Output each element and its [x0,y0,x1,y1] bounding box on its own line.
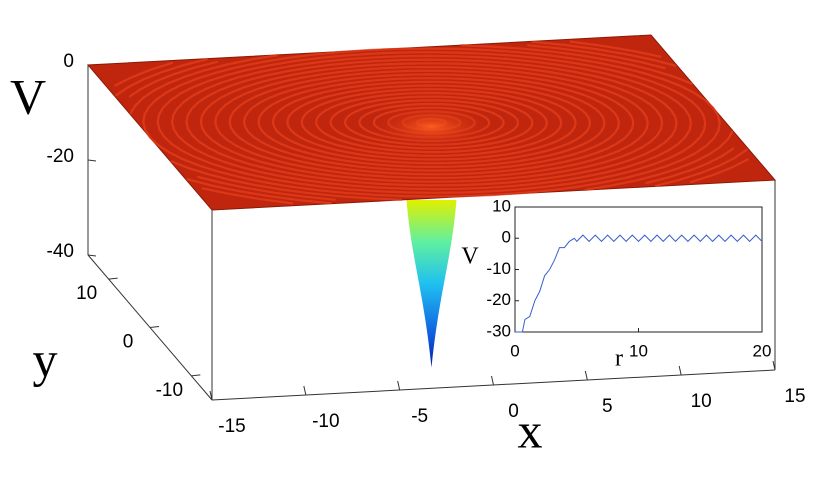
x-tick [209,390,213,401]
z-tick [87,159,97,162]
y-tick [149,326,160,328]
inset-y-tick-label: -10 [486,259,511,278]
z-tick-label: 0 [63,51,74,72]
surface-center [371,106,492,147]
surface-ripple [343,99,520,146]
inset-x-tick-label: 20 [753,341,772,360]
x-tick-label: 10 [691,391,712,412]
x-axis-label: x [518,402,543,458]
inset-y-tick-label: -30 [486,321,511,340]
surface-ripple [228,69,635,176]
surface-ripple [156,51,707,194]
z-tick [87,254,97,257]
surface-ripple [128,44,735,201]
surface-ripple [199,62,664,183]
y-tick [191,374,201,377]
surface-ripple [114,40,749,205]
surface-ripple [329,95,534,150]
surface-ripple [170,54,693,191]
surface-ripple [315,91,548,154]
surface-ripple [214,65,649,180]
inset-line [515,234,763,333]
potential-well [406,200,457,368]
z-tick-label: -40 [47,241,74,262]
y-axis-label: y [33,331,58,387]
inset-background [514,206,763,333]
x-tick [584,370,588,381]
inset-y-tick-label: -20 [486,290,511,309]
x-tick [303,385,307,396]
inset-y-tick-label: 0 [502,228,511,247]
surface-ripple [271,80,592,165]
x-tick-label: 15 [784,386,805,407]
x-tick-label: -10 [312,411,339,432]
inset-y-tick-label: 10 [492,196,511,215]
y-tick [108,277,118,280]
surface-ripple [257,76,606,169]
inset-y-axis-label: V [461,244,479,270]
surface-ripple [142,47,721,198]
x-tick-label: -5 [411,406,428,427]
surface-ripple [114,40,749,205]
z-axis-label: V [10,68,46,124]
x-tick-label: 0 [508,401,519,422]
surface-ripple [300,88,563,157]
x-tick-label: -15 [218,416,245,437]
x-tick [678,365,682,376]
surface-ripple [129,44,734,201]
x-tick-label: 5 [602,396,613,417]
y-tick-label: 0 [123,332,134,353]
x-tick [491,375,494,386]
y-tick-label: -10 [156,380,183,401]
surface-ripple [286,84,577,161]
x-tick [772,360,776,371]
surface-ripple [242,73,621,172]
inset-x-tick-label: 0 [510,341,519,360]
x-tick [397,380,401,391]
surface-ripple [185,58,678,187]
y-tick-label: 10 [76,283,97,304]
z-tick-label: -20 [47,146,74,167]
inset-x-axis-label: r [615,346,623,372]
inset-x-tick-label: 10 [629,341,648,360]
